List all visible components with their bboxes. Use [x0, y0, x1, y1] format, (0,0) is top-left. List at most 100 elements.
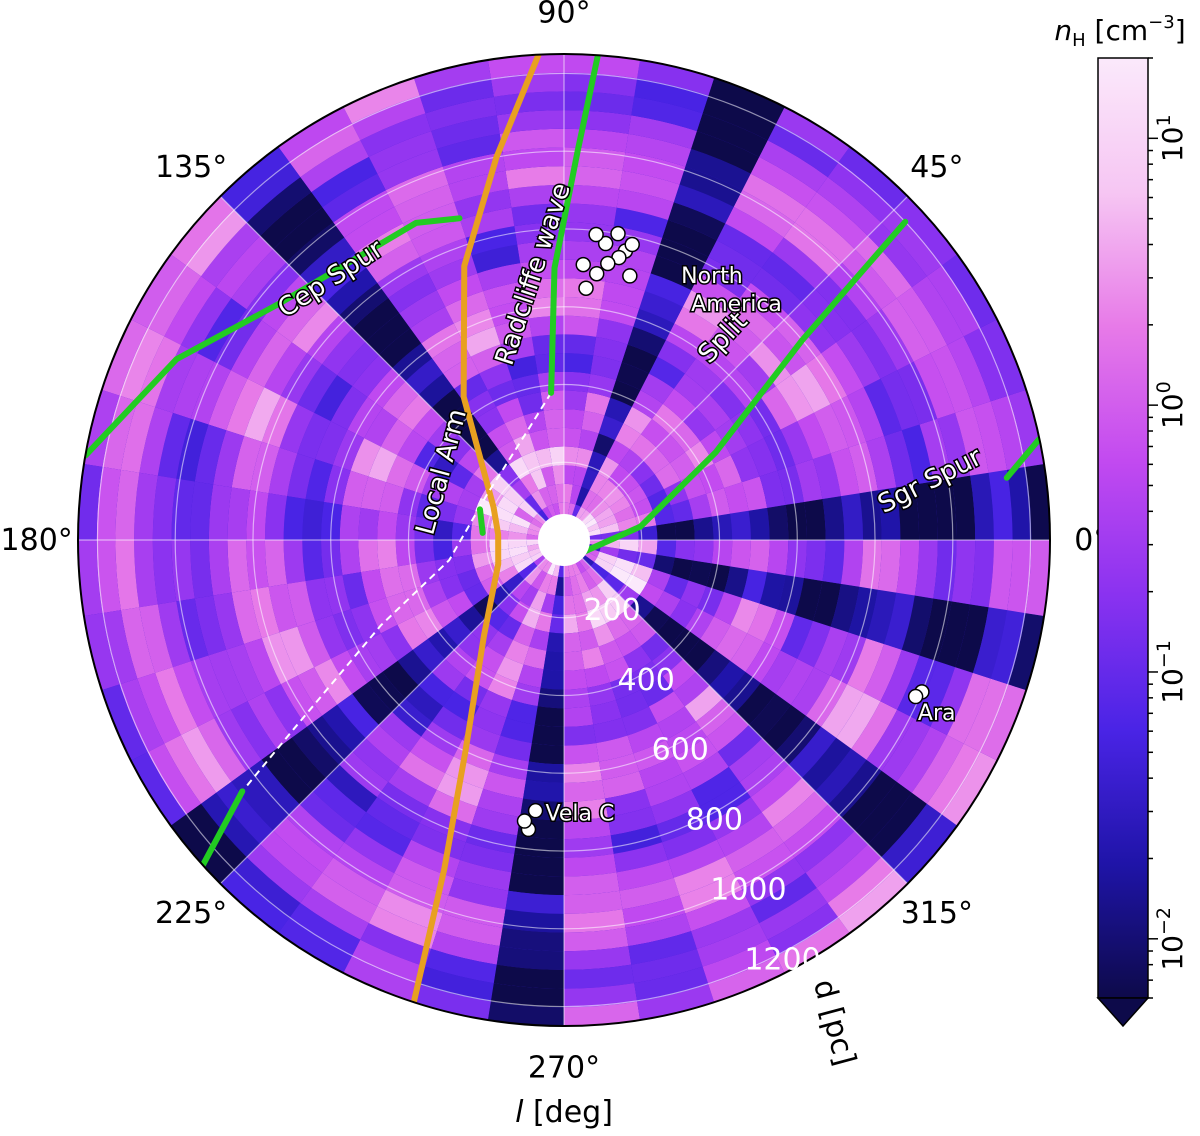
heatmap-cell	[750, 872, 817, 924]
heatmap-cell	[83, 613, 120, 691]
radial-tick-label: 600	[652, 733, 709, 768]
heatmap-cell	[733, 190, 795, 238]
heatmap-cell	[730, 446, 760, 483]
heatmap-cell	[750, 764, 802, 813]
heatmap-cell	[880, 649, 920, 710]
heatmap-cell	[581, 589, 598, 612]
cloud-point	[600, 255, 616, 272]
heatmap-cell	[289, 902, 361, 957]
cloud-label: North	[681, 264, 743, 289]
heatmap-cell	[339, 282, 389, 329]
heatmap-cell	[741, 476, 768, 511]
heatmap-cell	[511, 853, 564, 877]
heatmap-cell	[496, 397, 524, 424]
heatmap-cell	[848, 441, 878, 494]
heatmap-cell	[164, 276, 217, 345]
heatmap-cell	[613, 557, 636, 574]
angular-tick-label: 45°	[910, 150, 963, 185]
heatmap-cell	[512, 373, 541, 398]
heatmap-cell	[297, 364, 338, 413]
radial-tick-label: 1000	[710, 872, 786, 907]
heatmap-cell	[691, 766, 740, 807]
heatmap-cell	[368, 131, 437, 174]
heatmap-cell	[339, 540, 361, 576]
heatmap-cell	[302, 499, 324, 540]
structure-lines	[82, 54, 1043, 1006]
radial-tick-label: 200	[583, 593, 640, 628]
structure-line	[476, 506, 486, 536]
heatmap-cell	[442, 895, 506, 928]
heatmap-cell	[395, 540, 417, 567]
heatmap-cell	[549, 446, 564, 467]
heatmap-cell	[540, 669, 564, 690]
heatmap-cell	[597, 514, 618, 529]
heatmap-cell	[598, 415, 624, 441]
heatmap-cell	[881, 298, 931, 362]
heatmap-cell	[604, 788, 651, 817]
heatmap-cell	[794, 817, 855, 873]
heatmap-cell	[599, 522, 620, 535]
heatmap-cell	[783, 804, 842, 858]
cloud-point	[610, 225, 626, 242]
heatmap-cell	[289, 123, 361, 178]
heatmap-cell	[344, 827, 403, 874]
heatmap-cell	[432, 706, 471, 740]
heatmap-cell	[564, 835, 614, 858]
heatmap-cell	[197, 298, 247, 362]
heatmap-cell	[445, 756, 489, 789]
angular-tick-label: 270°	[528, 1050, 600, 1085]
heatmap-cell	[506, 699, 538, 725]
heatmap-cell	[955, 604, 989, 673]
heatmap-cell	[164, 735, 217, 804]
heatmap-cell	[227, 487, 251, 540]
heatmap-cell	[804, 499, 826, 540]
heatmap-cell	[433, 540, 454, 561]
heatmap-cell	[656, 434, 685, 464]
heatmap-cell	[851, 701, 898, 760]
heatmap-cell	[360, 923, 432, 967]
heatmap-cell	[877, 487, 901, 540]
heatmap-cell	[510, 551, 531, 566]
heatmap-cell	[439, 480, 465, 506]
heatmap-cell	[351, 95, 426, 141]
heatmap-cell	[514, 835, 564, 858]
heatmap-cell	[273, 207, 334, 263]
heatmap-cell	[330, 386, 368, 430]
heatmap-cell	[365, 313, 411, 355]
heatmap-cell	[735, 682, 776, 726]
heatmap-cell	[524, 494, 543, 514]
heatmap-cell	[279, 626, 315, 676]
heatmap-cell	[379, 482, 405, 514]
heatmap-cell	[630, 594, 655, 620]
heatmap-cell	[509, 600, 531, 624]
heatmap-cell	[607, 806, 657, 836]
heatmap-cell	[322, 857, 386, 907]
heatmap-cell	[283, 540, 306, 584]
heatmap-cell	[585, 494, 604, 514]
heatmap-cell	[713, 455, 742, 489]
heatmap-cell	[673, 373, 710, 408]
heatmap-cell	[881, 209, 943, 277]
heatmap-cell	[615, 362, 649, 391]
heatmap-cell	[797, 412, 831, 460]
heatmap-cell	[283, 496, 306, 540]
heatmap-cell	[656, 806, 709, 843]
heatmap-cell	[385, 166, 449, 207]
heatmap-cell	[682, 407, 716, 442]
heatmap-cell	[322, 173, 386, 223]
heatmap-cell	[201, 792, 260, 858]
heatmap-cell	[306, 315, 353, 365]
heatmap-cell	[590, 500, 610, 519]
heatmap-cell	[564, 184, 620, 208]
heatmap-cell	[597, 551, 618, 566]
heatmap-cell	[264, 540, 288, 587]
angular-tick-label: 225°	[155, 896, 227, 931]
heatmap-cell	[380, 624, 413, 661]
heatmap-cell	[578, 429, 599, 452]
heatmap-cell	[509, 456, 531, 480]
heatmap-cell	[682, 290, 729, 329]
heatmap-cell	[476, 406, 505, 435]
heatmap-cell	[682, 751, 729, 790]
heatmap-cell	[564, 427, 582, 448]
heatmap-cell	[213, 430, 245, 488]
